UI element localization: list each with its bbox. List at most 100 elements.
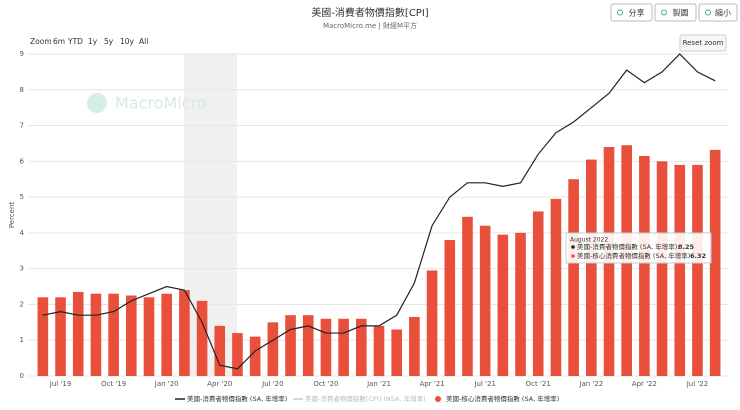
y-tick-label: 3 [20, 265, 24, 273]
recession-shade [184, 54, 237, 376]
bar [214, 325, 226, 376]
y-tick-label: 1 [20, 336, 24, 344]
x-tick-label: Jan '21 [366, 380, 391, 388]
bar [249, 336, 261, 376]
y-axis-label: Percent [8, 202, 16, 229]
tooltip: August 2022 美國-消費者物價指數 (SA, 年增率): 8.25 美… [565, 232, 712, 264]
watermark-logo [87, 93, 107, 113]
bar [267, 322, 279, 376]
reset-zoom-text[interactable]: Reset zoom [683, 39, 724, 47]
tooltip-box [565, 232, 712, 264]
tooltip-label: 美國-消費者物價指數 (SA, 年增率): [577, 242, 680, 251]
toolbar-icon [617, 9, 623, 16]
bar [550, 198, 562, 376]
bar [338, 318, 349, 376]
zoom-option[interactable]: 10y [120, 37, 135, 46]
tooltip-header: August 2022 [570, 237, 608, 244]
toolbar-button[interactable] [610, 3, 653, 22]
x-tick-label: Jul '19 [49, 380, 72, 388]
bar [709, 149, 721, 376]
toolbar-icon [661, 9, 667, 16]
toolbar-button[interactable] [698, 3, 738, 22]
y-tick-label: 6 [20, 157, 25, 165]
bar [285, 315, 296, 376]
bar [108, 293, 119, 376]
tooltip-value: 8.25 [678, 243, 695, 251]
chart-subtitle: MacroMicro.me | 財經M平方 [323, 21, 417, 30]
y-tick-label: 2 [20, 300, 24, 308]
bar [126, 295, 137, 376]
toolbar-button[interactable] [654, 3, 697, 22]
bar [674, 164, 686, 376]
y-tick-label: 4 [20, 229, 25, 237]
x-tick-label: Jul '20 [261, 380, 284, 388]
zoom-option[interactable]: YTD [67, 37, 83, 46]
x-tick-label: Apr '21 [419, 380, 444, 388]
bar [586, 159, 597, 376]
bar [479, 225, 491, 376]
legend-symbol [435, 396, 441, 402]
zoom-option[interactable]: 1y [88, 37, 98, 46]
bar [90, 293, 102, 376]
bar [356, 318, 367, 376]
tooltip-dot [571, 245, 575, 249]
bar [568, 179, 579, 376]
bar [72, 291, 84, 376]
bar [462, 216, 473, 376]
bar [391, 329, 402, 376]
reset-zoom-button[interactable] [679, 34, 727, 52]
toolbar-button-text[interactable]: 分享 [629, 8, 645, 18]
y-tick-label: 5 [20, 193, 24, 201]
y-tick-label: 7 [20, 122, 24, 130]
bar [497, 234, 509, 376]
toolbar-button-text[interactable]: 縮小 [715, 8, 731, 18]
bar [37, 297, 49, 376]
bar [515, 232, 526, 376]
tooltip-dot [571, 254, 575, 258]
tooltip-value: 6.32 [690, 252, 706, 260]
bar [373, 325, 385, 376]
toolbar-button-text[interactable]: 製圖 [673, 8, 689, 18]
legend-label[interactable]: 美國-消費者物價指數 (SA, 年增率) [187, 394, 287, 403]
y-tick-label: 8 [20, 86, 24, 94]
toolbar-icon [705, 9, 711, 16]
chart-title: 美國-消費者物價指數[CPI] [311, 6, 428, 19]
x-tick-label: Jan '22 [578, 380, 603, 388]
bar [409, 316, 420, 376]
bar [656, 161, 668, 376]
x-tick-label: Apr '22 [632, 380, 657, 388]
x-tick-label: Jan '20 [154, 380, 179, 388]
y-tick-label: 9 [20, 50, 24, 58]
watermark: MacroMicro [115, 94, 206, 113]
x-tick-label: Jul '21 [473, 380, 496, 388]
bar [639, 155, 650, 376]
bar [444, 240, 456, 376]
bar [302, 315, 314, 376]
line [42, 53, 716, 370]
bar [692, 164, 703, 376]
x-tick-label: Oct '20 [313, 380, 338, 388]
legend-label[interactable]: 美國-核心消費者物價指數 (SA, 年增率) [446, 394, 559, 403]
zoom-option[interactable]: 5y [104, 37, 114, 46]
bar [55, 297, 66, 376]
bar [179, 290, 190, 376]
y-tick-label: 0 [20, 372, 24, 380]
tooltip-label: 美國-核心消費者物價指數 (SA, 年增率): [577, 251, 693, 260]
bar [143, 297, 155, 376]
bar [532, 211, 544, 376]
bar [426, 270, 438, 376]
bar [196, 300, 208, 376]
x-tick-label: Apr '20 [207, 380, 232, 388]
zoom-option[interactable]: 6m [53, 37, 65, 46]
legend-label[interactable]: 美國-消費者物價指數[CPI] (NSA, 年增率) [305, 394, 426, 403]
x-tick-label: Oct '19 [101, 380, 126, 388]
zoom-label: Zoom [30, 37, 52, 46]
x-tick-label: Oct '21 [526, 380, 551, 388]
zoom-option[interactable]: All [139, 37, 148, 46]
bar [161, 293, 172, 376]
bar [320, 318, 332, 376]
bar [232, 333, 243, 376]
x-tick-label: Jul '22 [686, 380, 709, 388]
